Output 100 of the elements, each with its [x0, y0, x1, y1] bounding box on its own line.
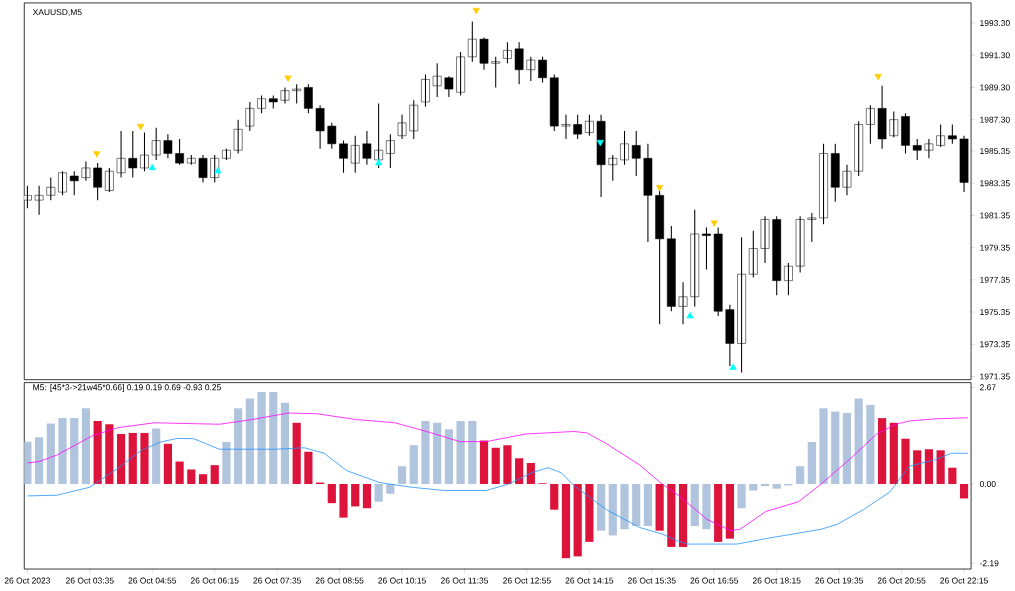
x-tick-label: 26 Oct 10:15 — [378, 577, 426, 584]
candlestick — [690, 209, 700, 308]
candlestick — [479, 37, 489, 71]
bar — [93, 421, 102, 485]
x-tick-label: 26 Oct 16:55 — [690, 577, 739, 584]
candlestick — [409, 100, 419, 140]
bar — [245, 398, 254, 485]
candlestick — [421, 74, 430, 108]
point — [284, 75, 292, 83]
candlestick — [760, 215, 770, 264]
bar — [597, 484, 606, 531]
x-tick-label: 26 Oct 07:35 — [253, 577, 302, 584]
y-tick-label: 2.67 — [980, 384, 996, 391]
bar — [889, 423, 898, 485]
candlestick — [467, 21, 477, 63]
candlestick — [24, 185, 32, 209]
candlestick — [889, 111, 899, 139]
candlestick — [81, 161, 91, 182]
bar — [714, 484, 723, 543]
candlestick — [491, 56, 501, 89]
y-tick-label: 1991.30 — [980, 52, 1010, 59]
bar — [351, 484, 360, 507]
candlestick — [362, 130, 372, 166]
candlestick — [807, 212, 817, 243]
point — [729, 363, 737, 371]
bar — [667, 484, 676, 548]
y-tick-label: -2.19 — [979, 560, 999, 567]
candlestick — [538, 56, 547, 84]
candlestick — [678, 281, 688, 325]
bar — [503, 445, 512, 485]
candlestick — [772, 215, 782, 296]
bar — [140, 433, 149, 485]
candlestick — [397, 114, 407, 140]
bar — [198, 474, 208, 485]
candlestick — [104, 167, 114, 193]
candlestick — [912, 138, 922, 161]
candlestick — [198, 154, 208, 184]
bar — [374, 484, 383, 502]
point — [710, 220, 718, 228]
candlestick — [959, 135, 969, 193]
point — [214, 167, 222, 174]
bar — [397, 466, 407, 485]
bar — [842, 413, 852, 485]
bar — [187, 469, 196, 485]
bar — [409, 445, 418, 485]
candlestick — [947, 124, 957, 145]
candlestick — [186, 154, 196, 166]
bar — [116, 434, 126, 485]
bar — [831, 411, 840, 485]
bar — [561, 484, 571, 559]
bar — [620, 484, 629, 530]
bar — [81, 408, 91, 485]
candlestick — [549, 74, 559, 132]
y-tick-label: 1973.35 — [980, 341, 1010, 348]
bar — [269, 392, 278, 485]
candlestick — [339, 140, 348, 174]
bar — [936, 450, 945, 485]
x-tick-label: 26 Oct 06:15 — [190, 577, 239, 584]
x-tick-label: 26 Oct 11:35 — [441, 577, 489, 584]
candlestick — [245, 101, 255, 132]
candlestick — [561, 114, 571, 140]
x-tick-label: 26 Oct 18:15 — [752, 577, 801, 584]
bar — [959, 484, 969, 499]
x-tick-label: 26 Oct 2023 — [4, 577, 51, 584]
bar — [702, 484, 711, 530]
bar — [58, 418, 67, 485]
bar — [386, 484, 395, 494]
candlestick — [432, 63, 442, 98]
candlestick — [116, 130, 126, 179]
text: XAUUSD,M5 — [32, 9, 82, 17]
candlestick — [268, 95, 278, 110]
bar — [46, 423, 55, 485]
candlestick — [631, 130, 641, 177]
candlestick — [128, 130, 138, 179]
bar — [35, 437, 44, 485]
bar — [175, 461, 184, 485]
bar — [468, 421, 477, 485]
bar — [152, 428, 161, 485]
candlestick — [304, 83, 313, 114]
y-tick-label: 1993.30 — [980, 20, 1010, 27]
candlestick — [222, 148, 231, 161]
point — [874, 74, 882, 81]
candlestick — [58, 170, 67, 197]
candlestick — [585, 114, 594, 137]
bar — [678, 484, 688, 548]
y-tick-label: 1985.35 — [980, 148, 1010, 155]
bar — [877, 418, 887, 485]
y-tick-label: 1979.35 — [980, 244, 1010, 251]
candlestick — [830, 143, 840, 203]
candlestick — [573, 114, 583, 140]
candlestick — [666, 225, 676, 313]
bar — [643, 484, 653, 527]
candlestick — [233, 119, 243, 155]
candlestick — [93, 162, 102, 201]
candlestick — [163, 133, 173, 160]
point — [375, 159, 383, 166]
y-tick-label: 0.00 — [979, 481, 996, 488]
candlestick — [795, 215, 805, 274]
bar — [608, 484, 617, 536]
candlestick — [713, 227, 723, 317]
